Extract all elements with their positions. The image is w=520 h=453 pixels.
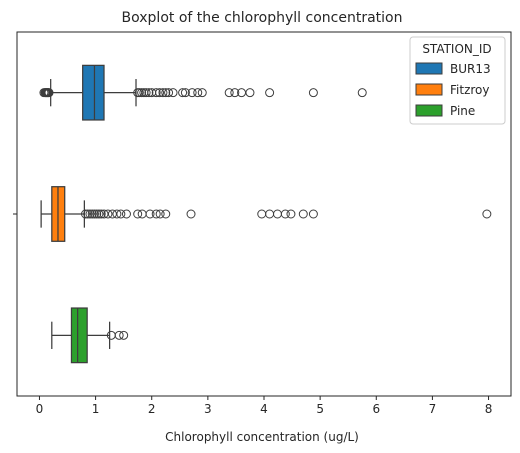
outlier-point: [137, 88, 147, 98]
outlier-point: [96, 209, 106, 219]
outlier-point: [265, 209, 275, 219]
legend-swatch-pine: [415, 104, 443, 117]
outlier-point: [89, 209, 99, 219]
outlier-point: [112, 209, 122, 219]
box: [70, 307, 88, 364]
outlier-point: [134, 88, 144, 98]
box-group-fitzroy: [40, 186, 492, 242]
outlier-point: [119, 330, 129, 340]
outlier-point: [286, 209, 296, 219]
x-tick-label: 3: [204, 402, 212, 416]
legend-frame: [409, 36, 506, 125]
outlier-point: [87, 209, 97, 219]
outlier-point: [178, 88, 188, 98]
outlier-point: [155, 88, 165, 98]
chart-title: Boxplot of the chlorophyll concentration: [122, 10, 403, 26]
outlier-point: [80, 209, 90, 219]
outlier-point: [151, 88, 161, 98]
outlier-point: [141, 88, 151, 98]
x-tick-label: 4: [260, 402, 268, 416]
outlier-point: [103, 209, 113, 219]
outlier-point: [85, 209, 95, 219]
x-tick-label: 0: [36, 402, 44, 416]
outlier-point: [257, 209, 267, 219]
outlier-point: [357, 88, 367, 98]
axes: 0 1 2 3 4 5 6 7 8: [13, 213, 493, 416]
x-tick-label: 6: [372, 402, 380, 416]
outlier-point: [114, 330, 124, 340]
outlier-point: [161, 88, 171, 98]
legend-label-fitzroy: Fitzroy: [450, 83, 489, 97]
outlier-point: [168, 88, 178, 98]
outlier-point: [280, 209, 290, 219]
box-group-pine: [51, 307, 129, 364]
outlier-point: [155, 209, 165, 219]
outlier-point: [180, 88, 190, 98]
x-axis-label: Chlorophyll concentration (ug/L): [165, 430, 359, 444]
outlier-point: [161, 209, 171, 219]
outlier-point: [187, 88, 197, 98]
outlier-point: [197, 88, 207, 98]
outlier-point: [224, 88, 234, 98]
x-tick-label: 7: [429, 402, 437, 416]
legend-label-pine: Pine: [450, 104, 475, 118]
outlier-point: [164, 88, 174, 98]
outlier-point: [94, 209, 104, 219]
outlier-point: [230, 88, 240, 98]
outlier-point: [308, 209, 318, 219]
outlier-point: [298, 209, 308, 219]
outlier-point: [193, 88, 203, 98]
outlier-point: [133, 209, 143, 219]
outlier-point: [272, 209, 282, 219]
outlier-point: [151, 209, 161, 219]
outlier-point: [116, 209, 126, 219]
outlier-point: [145, 209, 155, 219]
x-tick-label: 5: [316, 402, 324, 416]
outlier-point: [245, 88, 255, 98]
x-tick-label: 1: [92, 402, 100, 416]
legend-title: STATION_ID: [422, 42, 491, 56]
legend-swatch-bur13: [415, 62, 443, 75]
outlier-point: [92, 209, 102, 219]
x-tick-label: 8: [485, 402, 493, 416]
outlier-point: [482, 209, 492, 219]
outlier-point: [44, 88, 54, 98]
outlier-point: [121, 209, 131, 219]
legend-label-bur13: BUR13: [450, 62, 491, 76]
x-tick-label: 2: [148, 402, 156, 416]
plot-area: [39, 64, 492, 364]
outlier-point: [186, 209, 196, 219]
box-group-bur13: [39, 64, 367, 121]
outlier-point: [265, 88, 275, 98]
legend: STATION_ID BUR13 Fitzroy Pine: [409, 36, 506, 125]
outlier-point: [308, 88, 318, 98]
outlier-point: [158, 88, 168, 98]
outlier-point: [83, 209, 93, 219]
legend-swatch-fitzroy: [415, 83, 443, 96]
box: [82, 64, 105, 121]
outlier-point: [144, 88, 154, 98]
